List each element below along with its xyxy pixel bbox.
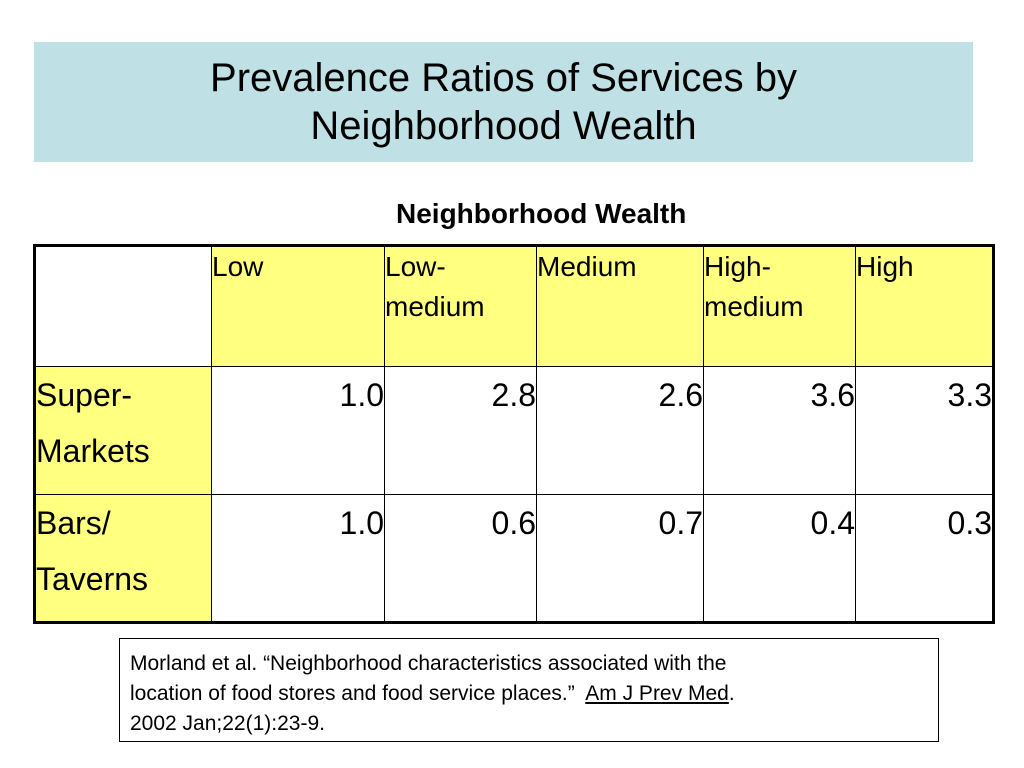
- table-row-bars-taverns: Bars/ Taverns 1.0 0.6 0.7 0.4 0.3: [34, 493, 994, 624]
- table-cell: 0.6: [384, 493, 537, 624]
- reference-citation-box: Morland et al. “Neighborhood characteris…: [119, 638, 939, 742]
- table-cell: 1.0: [211, 366, 385, 495]
- column-header-low: Low: [211, 244, 385, 368]
- row-header-bars-taverns: Bars/ Taverns: [34, 493, 212, 624]
- reference-line-1: Morland et al. “Neighborhood characteris…: [130, 652, 727, 675]
- table-cell: 2.8: [384, 366, 537, 495]
- reference-period: .: [728, 682, 735, 705]
- column-header-line: medium: [704, 291, 804, 322]
- row-header-line: Super-: [36, 377, 133, 414]
- table-header-row: Low Low- medium Medium High- medium High: [34, 244, 994, 368]
- column-header-line: Low-: [385, 251, 446, 282]
- column-header-line: Low: [212, 251, 264, 282]
- table-cell: 3.6: [703, 366, 856, 495]
- reference-line-3: 2002 Jan;22(1):23-9.: [130, 712, 325, 735]
- table-cell: 1.0: [211, 493, 385, 624]
- journal-name: Am J Prev Med: [585, 682, 729, 705]
- column-header-line: High-: [704, 251, 771, 282]
- prevalence-ratio-table: Low Low- medium Medium High- medium High…: [33, 244, 995, 624]
- table-cell: 0.3: [855, 493, 994, 624]
- table-cell: 0.7: [536, 493, 704, 624]
- table-cell: 0.4: [703, 493, 856, 624]
- table-row-supermarkets: Super- Markets 1.0 2.8 2.6 3.6 3.3: [34, 366, 994, 495]
- column-header-low-medium: Low- medium: [384, 244, 537, 368]
- column-header-line: medium: [385, 291, 485, 322]
- row-header-supermarkets: Super- Markets: [34, 366, 212, 495]
- row-header-line: Markets: [36, 433, 150, 470]
- slide-title-line-1: Prevalence Ratios of Services by: [210, 56, 797, 100]
- table-caption: Neighborhood Wealth: [396, 198, 687, 229]
- column-header-line: High: [856, 251, 914, 282]
- table-corner-cell: [34, 244, 212, 368]
- reference-text: location of food stores and food service…: [130, 682, 586, 705]
- reference-line-2: location of food stores and food service…: [130, 679, 928, 709]
- column-header-high: High: [855, 244, 994, 368]
- column-header-medium: Medium: [536, 244, 704, 368]
- table-cell: 2.6: [536, 366, 704, 495]
- table-cell: 3.3: [855, 366, 994, 495]
- slide-title-box: Prevalence Ratios of Services by Neighbo…: [34, 42, 973, 162]
- row-header-line: Bars/: [36, 504, 111, 541]
- column-header-high-medium: High- medium: [703, 244, 856, 368]
- row-header-line: Taverns: [36, 560, 149, 597]
- column-header-line: Medium: [537, 251, 637, 282]
- slide-title-line-2: Neighborhood Wealth: [310, 104, 697, 148]
